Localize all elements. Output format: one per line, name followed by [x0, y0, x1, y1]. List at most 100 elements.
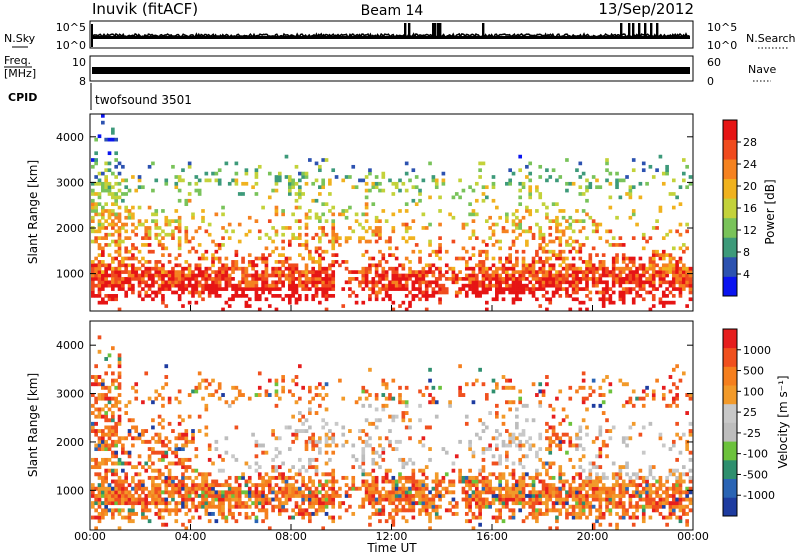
heatmap-cell [324, 219, 329, 223]
heatmap-cell [585, 270, 589, 274]
heatmap-cell [284, 294, 289, 298]
noise-spike [656, 23, 659, 36]
heatmap-cell [528, 511, 533, 516]
heatmap-cell [411, 468, 416, 473]
heatmap-cell [641, 511, 646, 516]
heatmap-cell [231, 515, 235, 520]
heatmap-cell [511, 290, 516, 295]
heatmap-cell [164, 483, 169, 488]
heatmap-cell [304, 277, 309, 281]
heatmap-cell [111, 468, 115, 473]
heatmap-cell [374, 273, 379, 278]
heatmap-cell [408, 457, 412, 462]
heatmap-cell [398, 475, 402, 480]
heatmap-cell [311, 266, 316, 271]
heatmap-cell [535, 475, 539, 480]
heatmap-cell [568, 421, 573, 426]
noise-spike [437, 23, 440, 36]
heatmap-cell [314, 468, 319, 473]
heatmap-cell [328, 443, 332, 448]
heatmap-cell [141, 185, 145, 190]
heatmap-cell [501, 385, 506, 390]
heatmap-cell [391, 522, 396, 527]
heatmap-cell [428, 283, 432, 288]
heatmap-cell [171, 475, 175, 480]
heatmap-cell [601, 260, 606, 264]
heatmap-cell [318, 273, 322, 278]
heatmap-cell [244, 181, 249, 186]
heatmap-cell [605, 290, 609, 295]
heatmap-cell [364, 270, 369, 274]
heatmap-cell [378, 263, 382, 268]
heatmap-cell [471, 290, 476, 295]
heatmap-cell [675, 490, 679, 495]
heatmap-cell [511, 486, 516, 491]
heatmap-cell [495, 443, 499, 448]
heatmap-cell [201, 378, 205, 383]
heatmap-cell [528, 436, 533, 441]
heatmap-cell [571, 246, 576, 251]
heatmap-cell [591, 526, 596, 531]
heatmap-cell [678, 497, 683, 502]
heatmap-cell [428, 515, 432, 520]
heatmap-cell [541, 389, 546, 394]
heatmap-cell [501, 497, 506, 502]
heatmap-cell [234, 425, 239, 430]
heatmap-cell [304, 270, 309, 274]
heatmap-cell [184, 483, 189, 488]
heatmap-cell [277, 175, 282, 179]
heatmap-cell [491, 493, 496, 498]
heatmap-cell [551, 490, 556, 495]
heatmap-cell [384, 385, 389, 390]
heatmap-cell [451, 490, 456, 495]
heatmap-cell [378, 493, 382, 498]
heatmap-cell [518, 219, 523, 223]
heatmap-cell [308, 497, 312, 502]
heatmap-cell [411, 283, 416, 288]
heatmap-cell [241, 501, 245, 506]
heatmap-cell [321, 508, 326, 513]
heatmap-cell [548, 447, 553, 452]
heatmap-cell [464, 266, 469, 271]
heatmap-cell [531, 294, 536, 298]
heatmap-cell [561, 486, 566, 491]
heatmap-cell [177, 283, 182, 288]
heatmap-cell [117, 357, 122, 361]
heatmap-cell [398, 277, 402, 281]
heatmap-cell [681, 266, 686, 271]
heatmap-cell [287, 283, 292, 288]
heatmap-cell [478, 266, 482, 271]
colorbar-segment [723, 276, 737, 297]
heatmap-cell [484, 185, 489, 190]
heatmap-cell [508, 436, 512, 441]
heatmap-cell [471, 515, 476, 520]
heatmap-cell [508, 497, 512, 502]
heatmap-cell [131, 175, 135, 179]
heatmap-cell [428, 195, 432, 200]
heatmap-cell [194, 188, 199, 193]
heatmap-cell [284, 266, 289, 271]
heatmap-cell [481, 429, 486, 433]
heatmap-cell [555, 236, 559, 240]
heatmap-cell [631, 493, 636, 498]
heatmap-cell [655, 226, 659, 230]
heatmap-cell [141, 270, 145, 274]
heatmap-cell [541, 294, 546, 298]
heatmap-cell [521, 486, 526, 491]
heatmap-cell [388, 515, 392, 520]
heatmap-cell [131, 277, 135, 281]
heatmap-cell [528, 280, 533, 285]
heatmap-cell [558, 256, 563, 261]
heatmap-cell [598, 425, 603, 430]
heatmap-cell [151, 468, 155, 473]
heatmap-cell [651, 287, 656, 291]
heatmap-cell [291, 475, 295, 480]
heatmap-cell [154, 432, 159, 437]
heatmap-cell [428, 393, 432, 397]
heatmap-cell [107, 188, 112, 193]
heatmap-cell [545, 307, 549, 312]
heatmap-cell [191, 483, 195, 488]
heatmap-cell [127, 519, 132, 524]
heatmap-cell [164, 364, 169, 369]
